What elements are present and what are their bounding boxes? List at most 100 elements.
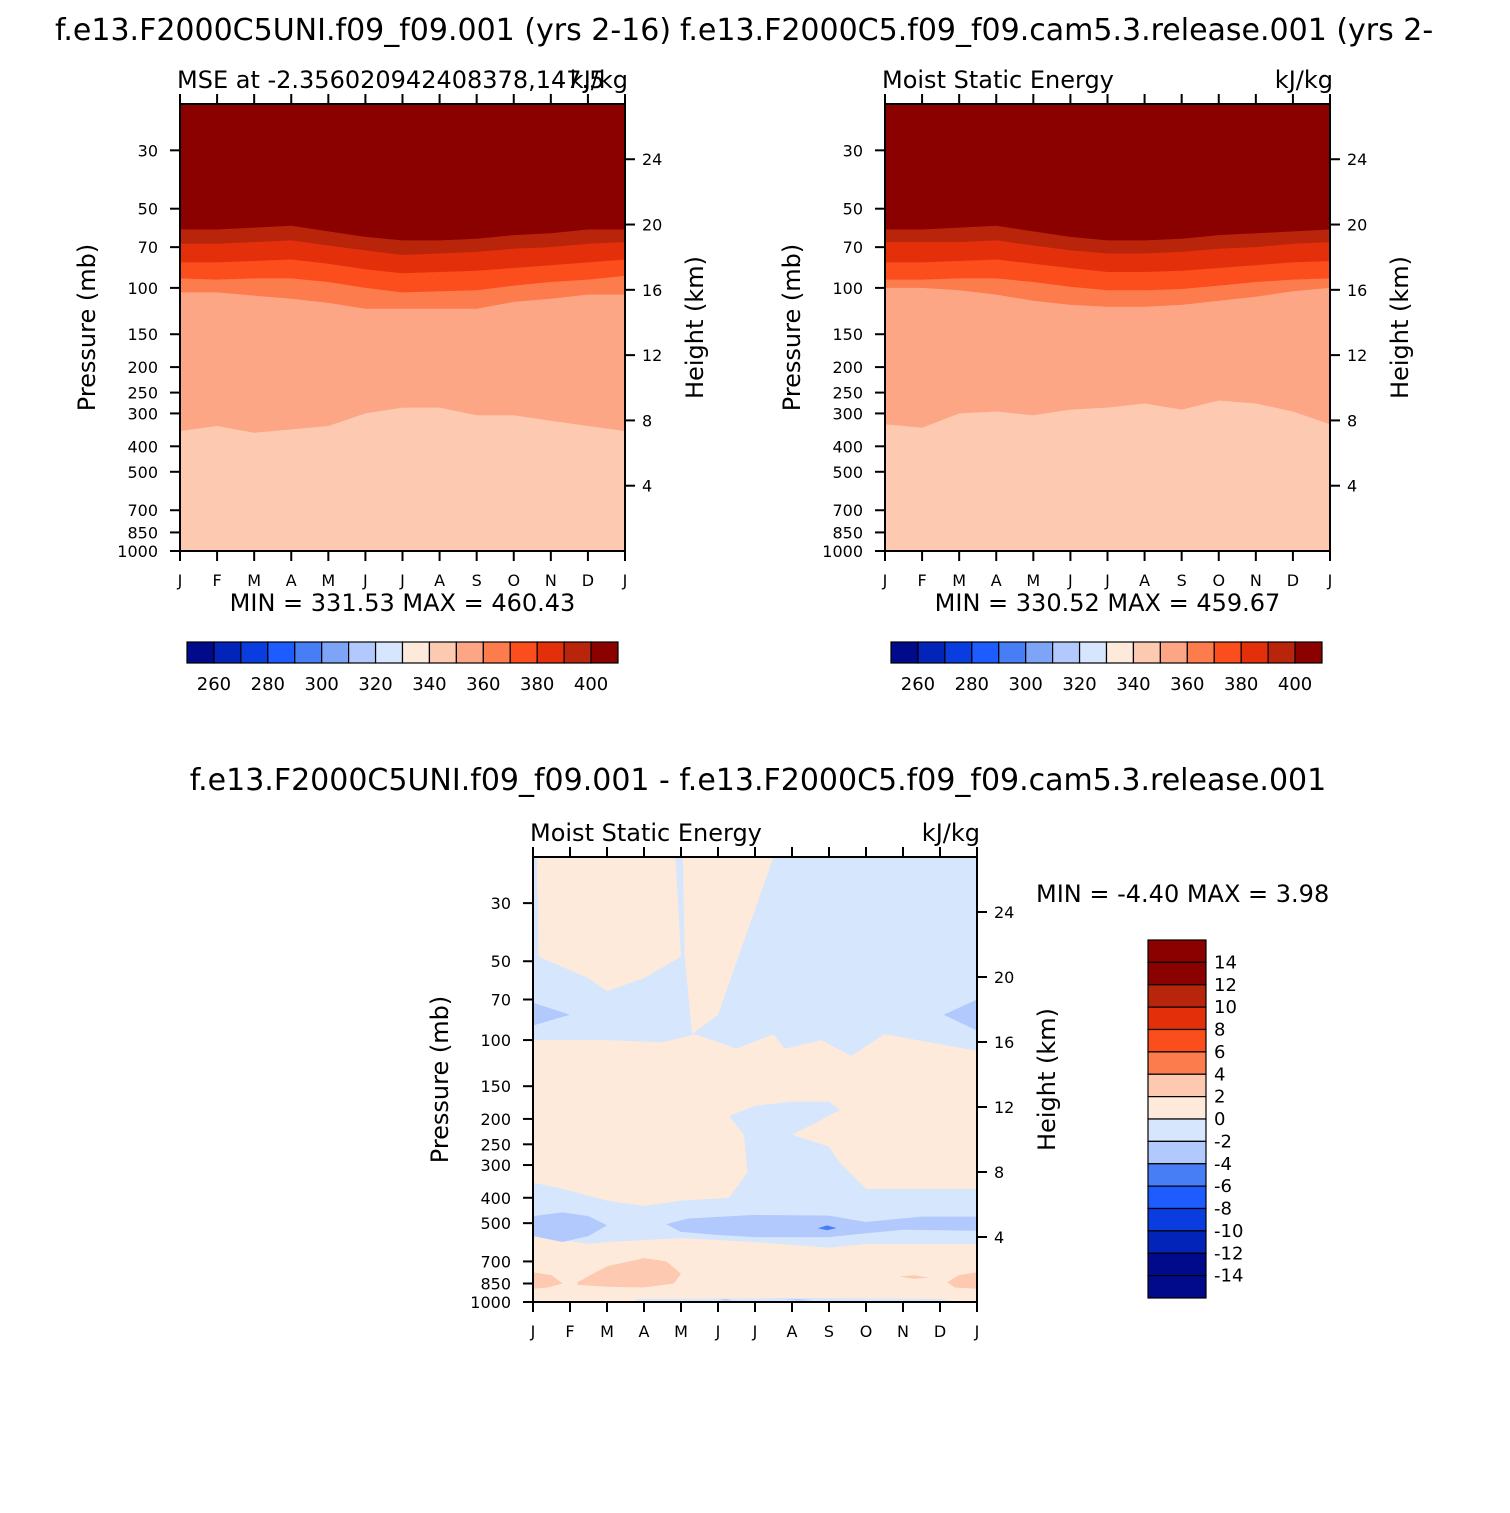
y-tick-label: 50 bbox=[491, 952, 511, 971]
panel-difference: J F M A M J J A S O N D J305070100150200250300400500… bbox=[426, 819, 1329, 1341]
y-tick-label: 700 bbox=[480, 1252, 511, 1271]
colorbar-swatch bbox=[348, 641, 377, 664]
y-axis-label: Pressure (mb) bbox=[426, 996, 454, 1163]
y-tick-label: 850 bbox=[127, 523, 158, 542]
colorbar-label: 10 bbox=[1214, 997, 1237, 1018]
colorbar-label: 6 bbox=[1214, 1042, 1225, 1063]
y-tick-label: 400 bbox=[480, 1189, 511, 1208]
max-label: MAX = bbox=[395, 589, 492, 617]
y2-tick-label: 12 bbox=[642, 346, 662, 365]
colorbar-swatch bbox=[1025, 641, 1054, 664]
x-tick-label: D bbox=[934, 1322, 946, 1341]
colorbar-label: 14 bbox=[1214, 952, 1237, 973]
x-tick-label: A bbox=[286, 571, 297, 590]
x-tick-label: M bbox=[247, 571, 261, 590]
max-value: 459.67 bbox=[1196, 589, 1280, 617]
y-tick-label: 100 bbox=[127, 279, 158, 298]
x-tick-label: A bbox=[787, 1322, 798, 1341]
contour-fill-region bbox=[533, 1212, 607, 1242]
y2-tick-label: 20 bbox=[1347, 216, 1367, 235]
colorbar-swatch bbox=[509, 641, 538, 664]
y-tick-label: 400 bbox=[832, 437, 863, 456]
colorbar-label: 2 bbox=[1214, 1087, 1225, 1108]
colorbar-swatch bbox=[267, 641, 296, 664]
x-tick-label: M bbox=[321, 571, 335, 590]
contour-fill-region bbox=[718, 1299, 733, 1301]
y-tick-label: 30 bbox=[138, 141, 158, 160]
y2-tick-label: 8 bbox=[642, 411, 652, 430]
contour-fill-region bbox=[577, 1258, 681, 1288]
colorbar-label: 260 bbox=[901, 674, 935, 695]
y-tick-label: 500 bbox=[832, 463, 863, 482]
contour-fill-region bbox=[533, 1272, 563, 1289]
max-value: 460.43 bbox=[491, 589, 575, 617]
contour-fill-region bbox=[817, 1225, 837, 1231]
colorbar-label: 360 bbox=[466, 674, 500, 695]
colorbar-swatch bbox=[1105, 641, 1135, 664]
colorbar-swatch bbox=[1294, 641, 1323, 664]
colorbar-label: 380 bbox=[520, 674, 554, 695]
y-tick-label: 250 bbox=[127, 384, 158, 403]
min-label: MIN = bbox=[1036, 880, 1117, 908]
colorbar-swatch bbox=[428, 641, 457, 664]
min-value: 330.52 bbox=[1016, 589, 1100, 617]
y2-tick-label: 4 bbox=[642, 477, 652, 496]
x-tick-label: J bbox=[1067, 571, 1073, 590]
colorbar-swatch bbox=[374, 641, 404, 664]
y-tick-label: 1000 bbox=[822, 542, 863, 561]
x-tick-label: O bbox=[1212, 571, 1225, 590]
colorbar-swatch bbox=[294, 641, 323, 664]
colorbar-swatch bbox=[1159, 641, 1188, 664]
y2-tick-label: 20 bbox=[642, 216, 662, 235]
colorbar-swatch bbox=[1267, 641, 1296, 664]
y2-axis-label: Height (km) bbox=[1386, 256, 1414, 399]
colorbar-label: 320 bbox=[1062, 674, 1096, 695]
colorbar-label: 280 bbox=[955, 674, 989, 695]
min-max-label: MIN = 331.53 MAX = 460.43 bbox=[230, 589, 576, 617]
colorbar-label: 400 bbox=[1278, 674, 1312, 695]
colorbar-swatch bbox=[890, 641, 919, 664]
colorbar-label: 380 bbox=[1224, 674, 1258, 695]
colorbar-swatch bbox=[1147, 1230, 1207, 1254]
y-tick-label: 70 bbox=[138, 238, 158, 257]
x-tick-label: F bbox=[212, 571, 221, 590]
x-tick-label: D bbox=[1287, 571, 1299, 590]
colorbar-label: -6 bbox=[1214, 1176, 1232, 1197]
colorbar-label: -4 bbox=[1214, 1154, 1232, 1175]
x-tick-label: M bbox=[674, 1322, 688, 1341]
colorbar-swatch bbox=[1147, 1252, 1207, 1277]
colorbar-swatch bbox=[1147, 1118, 1207, 1142]
y2-tick-label: 8 bbox=[994, 1163, 1004, 1182]
colorbar-swatch bbox=[213, 641, 242, 664]
colorbar-label: 340 bbox=[412, 674, 446, 695]
colorbar-label: -10 bbox=[1214, 1221, 1243, 1242]
y2-tick-label: 4 bbox=[994, 1228, 1004, 1247]
x-tick-label: J bbox=[752, 1322, 758, 1341]
colorbar-label: -12 bbox=[1214, 1243, 1243, 1264]
colorbar-swatch bbox=[944, 641, 973, 664]
colorbar-swatch bbox=[1147, 984, 1207, 1008]
colorbar-swatch bbox=[1147, 1096, 1207, 1120]
colorbar-label: 340 bbox=[1116, 674, 1150, 695]
x-tick-label: M bbox=[952, 571, 966, 590]
colorbar-swatch bbox=[1147, 939, 1207, 963]
x-tick-label: J bbox=[974, 1322, 980, 1341]
y2-tick-label: 12 bbox=[1347, 346, 1367, 365]
y-tick-label: 500 bbox=[480, 1214, 511, 1233]
y-tick-label: 70 bbox=[843, 238, 863, 257]
contour-fill-region bbox=[899, 1275, 929, 1279]
panel-units: kJ/kg bbox=[570, 66, 628, 94]
x-tick-label: J bbox=[1327, 571, 1333, 590]
y2-axis-label: Height (km) bbox=[681, 256, 709, 399]
y-tick-label: 70 bbox=[491, 991, 511, 1010]
y-tick-label: 150 bbox=[480, 1077, 511, 1096]
colorbar-swatch bbox=[1240, 641, 1269, 664]
y2-tick-label: 12 bbox=[994, 1098, 1014, 1117]
contour-fill-region bbox=[784, 1299, 815, 1301]
colorbar-swatch bbox=[1132, 641, 1161, 664]
colorbar-swatch bbox=[1052, 641, 1081, 664]
colorbar-swatch bbox=[482, 641, 511, 664]
panel-title: Moist Static Energy bbox=[530, 819, 762, 847]
colorbar-label: 4 bbox=[1214, 1064, 1225, 1085]
colorbar-label: 12 bbox=[1214, 975, 1237, 996]
